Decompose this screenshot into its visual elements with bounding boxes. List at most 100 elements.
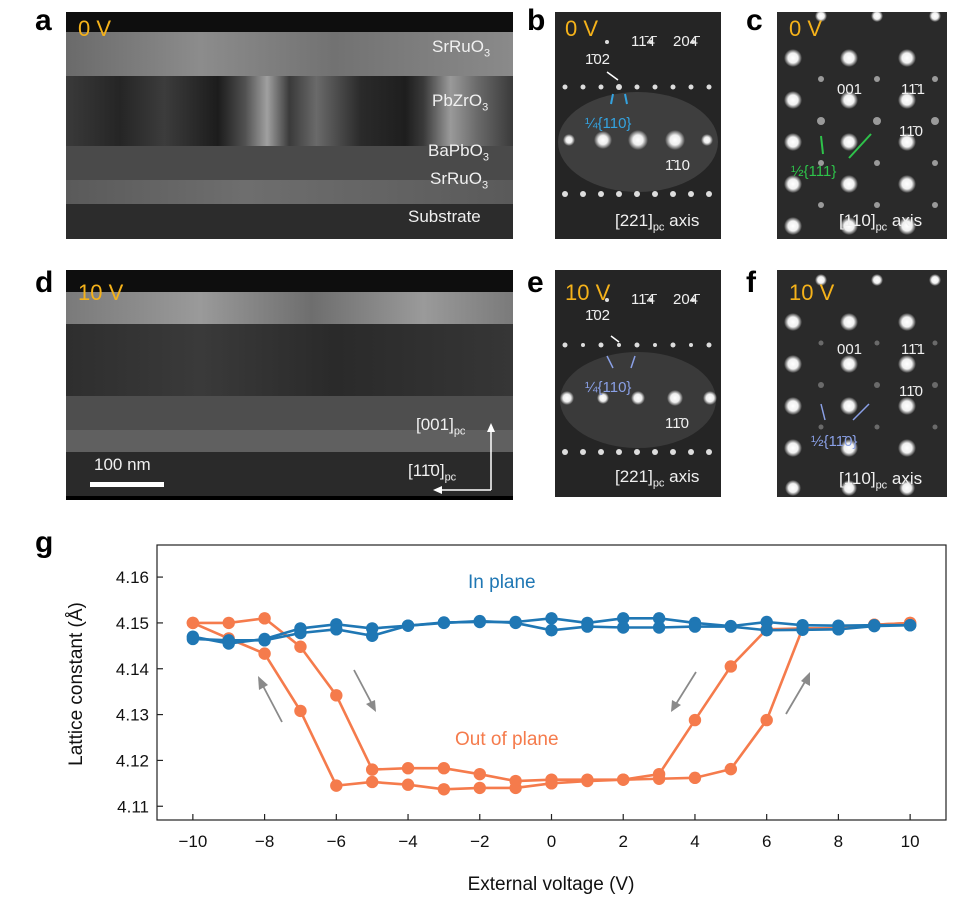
out-of-plane-point	[258, 612, 271, 625]
substrate-layer	[66, 204, 513, 239]
layer-label-srruo3-bottom: SrRuO3	[430, 169, 489, 192]
out-of-plane-point	[724, 762, 738, 776]
diffraction-pattern-c: 0 V 001 11̄1 11̄0 ½{111} [110]pc axis	[777, 12, 947, 239]
in-plane-point	[437, 616, 451, 629]
top-dark-layer-d	[66, 270, 513, 292]
out-of-plane-point	[258, 647, 271, 660]
direction-arrows	[433, 423, 495, 494]
in-plane-point	[222, 637, 235, 650]
x-tick-label: 0	[547, 832, 556, 851]
y-tick-label: 4.16	[116, 568, 149, 587]
out-of-plane-point	[903, 616, 917, 630]
bapbo3-layer	[66, 146, 513, 180]
out-of-plane-point	[581, 773, 594, 786]
in-plane-point	[796, 619, 809, 632]
index-label-e1: 1̄02	[585, 307, 611, 324]
x-tick-label: −2	[470, 832, 489, 851]
in-plane-point	[473, 614, 486, 628]
index-label-f1: 001	[837, 341, 863, 358]
out-of-plane-point	[868, 618, 881, 631]
index-label-e4: 11̄0	[665, 415, 689, 432]
x-tick-label: 6	[762, 832, 771, 851]
in-plane-point	[545, 612, 558, 625]
in-plane-point	[724, 620, 738, 633]
panel-letter-b: b	[527, 4, 546, 37]
in-plane-point	[617, 612, 630, 625]
in-plane-point	[365, 629, 379, 642]
index-label-b2: 11̄4̄	[631, 33, 655, 50]
x-tick-label: −10	[178, 832, 207, 851]
srruo3-bottom-layer-d	[66, 430, 513, 452]
index-label-e2: 11̄4̄	[631, 291, 655, 308]
superlattice-label-c: ½{111}	[791, 163, 837, 180]
in-plane-point	[652, 621, 666, 634]
voltage-label-c: 0 V	[789, 16, 823, 41]
out-of-plane-point	[365, 763, 379, 776]
diffraction-spots-b	[558, 40, 718, 197]
x-axis-label: External voltage (V)	[468, 874, 635, 895]
in-plane-point	[581, 616, 594, 630]
in-plane-point	[868, 619, 881, 632]
out-of-plane-point	[401, 778, 415, 791]
diffraction-pattern-e: 10 V 1̄02 11̄4̄ 204̄ 11̄0 ¼{110} [221]pc…	[555, 270, 721, 497]
out-of-plane-point	[652, 767, 666, 781]
zone-axis-label-b: [221]pc axis	[615, 211, 700, 234]
in-plane-label: In plane	[468, 572, 536, 593]
y-axis-label: Lattice constant (Å)	[66, 602, 87, 766]
plot-border	[156, 544, 947, 821]
out-of-plane-point	[760, 713, 773, 727]
in-plane-point	[437, 616, 451, 630]
x-tick-label: −4	[398, 832, 417, 851]
out-of-plane-point	[903, 616, 917, 630]
index-label-e3: 204̄	[673, 291, 699, 308]
out-of-plane-point	[868, 618, 881, 631]
out-of-plane-point	[688, 771, 702, 785]
diffraction-spots-c	[784, 12, 941, 235]
srruo3-bottom-layer	[66, 180, 513, 204]
out-of-plane-point	[401, 762, 415, 775]
in-plane-point	[688, 616, 702, 630]
scale-bar-label: 100 nm	[94, 455, 151, 474]
in-plane-point	[760, 624, 773, 637]
axis-ticks: −10 −8 −6 −4 −2 0 2 4 6 8 10 4.11 4.12 4.13 4.14 4.15 4.…	[116, 568, 920, 851]
out-of-plane-point	[330, 779, 343, 792]
layer-label-bapbo3: BaPbO3	[428, 141, 489, 164]
out-of-plane-point	[832, 622, 845, 635]
out-of-plane-point	[294, 640, 307, 653]
cross-section-image-0v: 0 V SrRuO3 PbZrO3 BaPbO3 SrRuO3 Substrat…	[66, 12, 513, 239]
out-of-plane-point	[186, 616, 200, 630]
in-plane-point	[401, 619, 415, 632]
in-plane-point	[509, 616, 522, 630]
in-plane-point	[365, 622, 379, 635]
series-layer	[186, 612, 917, 796]
in-plane-point	[903, 619, 917, 632]
index-label-f2: 11̄1	[901, 341, 925, 358]
y-tick-label: 4.15	[116, 614, 149, 633]
x-tick-label: 8	[834, 832, 843, 851]
voltage-label-a: 0 V	[78, 16, 112, 41]
out-of-plane-point	[437, 762, 451, 775]
in-plane-point	[294, 622, 307, 635]
layer-label-substrate: Substrate	[408, 207, 481, 226]
in-plane-point	[832, 619, 845, 632]
out-of-plane-point	[186, 616, 200, 630]
srruo3-top-layer-d	[66, 292, 513, 324]
out-of-plane-point	[473, 781, 486, 795]
zone-axis-label-c: [110]pc axis	[839, 211, 923, 234]
y-tick-label: 4.14	[116, 660, 149, 679]
index-label-c2: 11̄1	[901, 81, 925, 98]
out-of-plane-point	[473, 767, 486, 781]
out-of-plane-point	[365, 775, 379, 789]
in-plane-point	[688, 620, 702, 633]
out-of-plane-label: Out of plane	[455, 729, 559, 750]
out-of-plane-point	[509, 781, 522, 795]
panel-letter-d: d	[35, 266, 54, 299]
superlattice-label-f: ½{11̄0}	[811, 433, 858, 450]
zone-axis-label-f: [110]pc axis	[839, 469, 923, 492]
in-plane-point	[509, 615, 522, 629]
panel-letter-c: c	[746, 4, 763, 37]
index-label-b4: 1̄10	[665, 157, 691, 174]
in-plane-point	[222, 634, 235, 647]
out-of-plane-point	[760, 623, 773, 636]
out-of-plane-point	[796, 622, 809, 635]
